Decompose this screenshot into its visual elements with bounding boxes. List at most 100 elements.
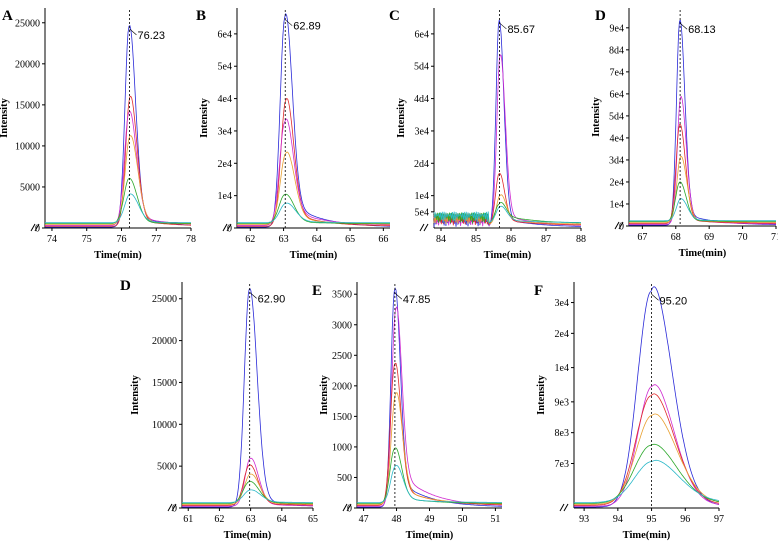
x-tick-label: 47: [359, 514, 369, 525]
series-line-magenta: [357, 305, 502, 507]
y-tick-label: 8e3: [555, 428, 569, 439]
y-tick-label: 7e4: [610, 67, 624, 78]
panel-letter: D: [595, 8, 606, 24]
x-tick-label: 71: [771, 232, 778, 243]
peak-label: 85.67: [507, 24, 535, 36]
y-tick-label: 0: [172, 504, 177, 515]
panel-d-bottom: D 61 62 63 64 65 0 5000 10000 15000 20000 25000 Time…: [120, 278, 318, 541]
series-line-blue: [357, 287, 502, 508]
series-line-red: [237, 97, 390, 227]
axis-break-mark: [222, 223, 232, 232]
x-tick-label: 64: [277, 514, 287, 525]
y-tick-label: 4e4: [610, 133, 624, 144]
x-tick-label: 95: [647, 514, 657, 525]
y-tick-label: 0: [227, 224, 232, 235]
peak-label-leader: [394, 292, 403, 300]
x-tick-label: 87: [541, 234, 551, 245]
y-tick-label: 2e4: [610, 177, 624, 188]
y-axis-label: Intensity: [319, 374, 330, 414]
y-tick-label: 4e4: [218, 94, 232, 105]
peak-label-leader: [129, 28, 137, 36]
series-line-blue: [629, 19, 776, 226]
x-tick-label: 75: [82, 234, 92, 245]
peak-label-leader: [285, 19, 293, 26]
series-line-magenta: [433, 54, 581, 227]
y-tick-label: 1500: [332, 412, 352, 423]
series-line-orange: [45, 135, 191, 225]
x-tick-label: 51: [490, 514, 500, 525]
panel-letter: C: [389, 8, 400, 24]
y-tick-label: 6e4: [415, 29, 429, 40]
series-line-red: [45, 95, 191, 227]
panel-a: A 74 75 76 77 78 0 5000 10000 15000 20000 25000 Time…: [0, 8, 196, 261]
y-tick-label: 1e4: [218, 191, 232, 202]
x-tick-label: 62: [214, 514, 224, 525]
axis-break-mark: [167, 503, 177, 512]
y-tick-label: 0: [619, 222, 624, 233]
y-tick-label: 1e4: [555, 363, 569, 374]
y-tick-label: 3e4: [555, 298, 569, 309]
series-line-blue: [182, 288, 314, 508]
series-line-cyan: [574, 459, 720, 503]
series-line-green: [357, 447, 502, 504]
x-tick-label: 85: [471, 234, 481, 245]
series-line-cyan: [357, 465, 502, 503]
y-tick-label: 6e4: [218, 29, 232, 40]
panel-b: B 62 63 64 65 66 0 1e4 2e4 3e4 4e4 5e4 6e4 Time(min) I…: [196, 8, 391, 261]
series-line-red: [574, 393, 720, 506]
axis-break-mark: [419, 223, 429, 232]
axis-break-mark: [342, 503, 352, 512]
x-tick-label: 70: [738, 232, 748, 243]
series-line-green: [45, 177, 191, 224]
y-axis-label: Intensity: [536, 374, 547, 414]
y-tick-label: 6e4: [610, 89, 624, 100]
y-tick-label: 20000: [152, 336, 177, 347]
x-axis-label: Time(min): [94, 250, 142, 261]
x-tick-label: 69: [704, 232, 714, 243]
axis-break-mark: [30, 223, 40, 232]
peak-label: 76.23: [137, 30, 165, 42]
x-tick-label: 48: [392, 514, 402, 525]
series-line-green: [237, 193, 390, 224]
x-axis-label: Time(min): [679, 248, 727, 259]
x-tick-label: 86: [506, 234, 516, 245]
x-tick-label: 64: [312, 234, 322, 245]
series-line-blue: [574, 286, 720, 508]
x-tick-label: 49: [425, 514, 435, 525]
peak-label-leader: [499, 22, 507, 30]
x-tick-label: 68: [671, 232, 681, 243]
peak-label-leader: [679, 22, 688, 30]
y-tick-label: 3000: [332, 320, 352, 331]
peak-label-leader: [651, 294, 659, 301]
x-tick-label: 50: [457, 514, 467, 525]
axis-break-mark: [559, 503, 569, 512]
series-line-orange: [574, 413, 720, 505]
series-line-red: [182, 464, 313, 506]
x-tick-label: 84: [436, 234, 446, 245]
y-tick-label: 5000: [157, 462, 177, 473]
series-line-orange: [357, 392, 502, 505]
series-line-cyan: [433, 205, 581, 223]
panel-letter: F: [534, 283, 543, 299]
series-line-magenta: [237, 118, 390, 226]
x-tick-label: 76: [116, 234, 126, 245]
y-tick-label: 4d4: [414, 94, 429, 105]
y-tick-label: 2000: [332, 381, 352, 392]
y-tick-label: 5d4: [414, 62, 429, 73]
x-axis-label: Time(min): [623, 530, 671, 541]
x-tick-label: 94: [613, 514, 623, 525]
x-tick-label: 65: [345, 234, 355, 245]
y-tick-label: 5d4: [609, 111, 624, 122]
peak-label-leader: [249, 292, 257, 299]
axis-break-mark: [614, 221, 624, 230]
series-line-blue: [433, 19, 581, 228]
y-tick-label: 3e4: [218, 126, 232, 137]
x-axis-label: Time(min): [406, 530, 454, 541]
series-line-blue: [45, 24, 192, 228]
y-tick-label: 5e4: [415, 207, 429, 218]
x-tick-label: 61: [183, 514, 193, 525]
y-tick-label: 3500: [332, 290, 352, 301]
y-tick-label: 9e4: [610, 23, 624, 34]
x-tick-label: 88: [576, 234, 586, 245]
